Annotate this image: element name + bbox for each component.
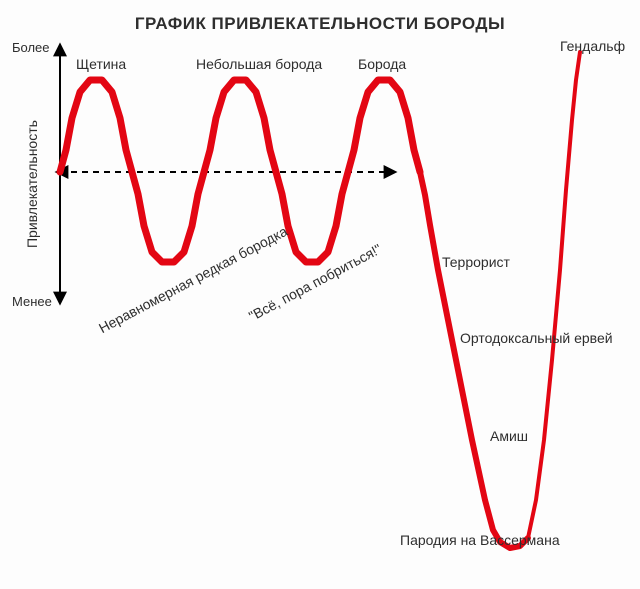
side-label-0: Террорист xyxy=(442,254,510,270)
side-label-1: Ортодоксальный ервей xyxy=(460,330,613,346)
side-label-2: Амиш xyxy=(490,428,528,444)
chart-root: ГРАФИК ПРИВЛЕКАТЕЛЬНОСТИ БОРОДЫ Более Ме… xyxy=(0,0,640,589)
peak-label-1: Небольшая борода xyxy=(196,56,322,72)
chart-svg xyxy=(0,0,640,589)
curve-rise xyxy=(528,52,580,538)
curve-dip xyxy=(420,172,528,548)
peak-label-3: Гендальф xyxy=(560,38,625,54)
peak-label-2: Борода xyxy=(358,56,406,72)
side-label-3: Пародия на Вассермана xyxy=(400,532,560,548)
peak-label-0: Щетина xyxy=(76,56,126,72)
